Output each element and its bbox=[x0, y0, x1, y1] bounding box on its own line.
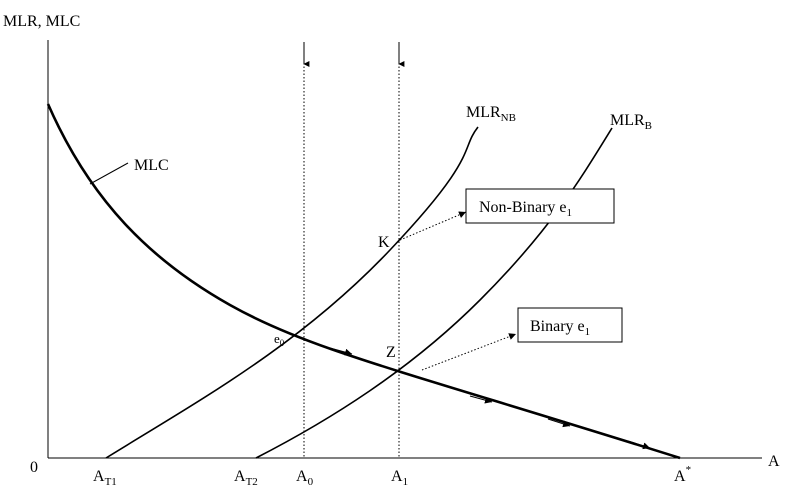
tick-a-star-sup: * bbox=[686, 464, 692, 476]
mlc-arrow-1 bbox=[329, 347, 353, 356]
tick-a-t2: AT2 bbox=[234, 468, 258, 488]
point-e0: e0 bbox=[274, 331, 285, 348]
point-k: K bbox=[378, 234, 390, 251]
binary-box: Binary e1 bbox=[517, 307, 623, 343]
mlr-nb-label-sub: NB bbox=[501, 112, 516, 124]
tick-a-t1: AT1 bbox=[93, 468, 117, 488]
tick-a-0-sub: 0 bbox=[308, 476, 314, 488]
point-e0-main: e bbox=[274, 331, 280, 346]
x-axis-label: A bbox=[768, 453, 780, 470]
binary-leader bbox=[421, 333, 517, 371]
point-z: Z bbox=[386, 344, 396, 361]
tick-a-t2-sub: T2 bbox=[246, 476, 258, 488]
non-binary-label: Non-Binary e1 bbox=[479, 199, 572, 219]
mlr-b-curve bbox=[255, 127, 613, 459]
tick-a-1-main: A bbox=[391, 468, 403, 485]
point-e0-sub: 0 bbox=[280, 338, 285, 348]
y-axis-label: MLR, MLC bbox=[3, 13, 80, 30]
mlc-arrow-4 bbox=[627, 440, 651, 450]
binary-label: Binary e1 bbox=[530, 318, 590, 338]
tick-a-t1-main: A bbox=[93, 468, 105, 485]
mlc-label: MLC bbox=[134, 157, 169, 174]
tick-a-star-main: A bbox=[674, 468, 686, 485]
tick-a-1: A1 bbox=[391, 468, 408, 488]
tick-a-0: A0 bbox=[296, 468, 314, 488]
mlr-nb-label-main: MLR bbox=[466, 104, 501, 121]
non-binary-label-main: Non-Binary e bbox=[479, 199, 567, 216]
non-binary-box: Non-Binary e1 bbox=[465, 188, 615, 224]
non-binary-leader bbox=[399, 211, 467, 241]
mlr-nb-label: MLRNB bbox=[466, 104, 516, 124]
tick-a-1-sub: 1 bbox=[403, 476, 409, 488]
mlc-leader bbox=[89, 162, 129, 185]
binary-label-sub: 1 bbox=[585, 326, 591, 338]
mlr-b-label-main: MLR bbox=[610, 112, 645, 129]
tick-a-t2-main: A bbox=[234, 468, 246, 485]
mlr-b-label-sub: B bbox=[645, 120, 652, 132]
mlc-arrow-2 bbox=[469, 395, 493, 404]
mlr-b-label: MLRB bbox=[610, 112, 652, 132]
mlr-nb-curve bbox=[105, 126, 479, 459]
tick-a-t1-sub: T1 bbox=[105, 476, 117, 488]
non-binary-label-sub: 1 bbox=[567, 207, 573, 219]
tick-a-star: A* bbox=[674, 464, 691, 485]
tick-a-0-main: A bbox=[296, 468, 308, 485]
origin-label: 0 bbox=[30, 459, 38, 476]
binary-label-main: Binary e bbox=[530, 318, 585, 335]
mlc-arrow-3 bbox=[547, 418, 571, 428]
